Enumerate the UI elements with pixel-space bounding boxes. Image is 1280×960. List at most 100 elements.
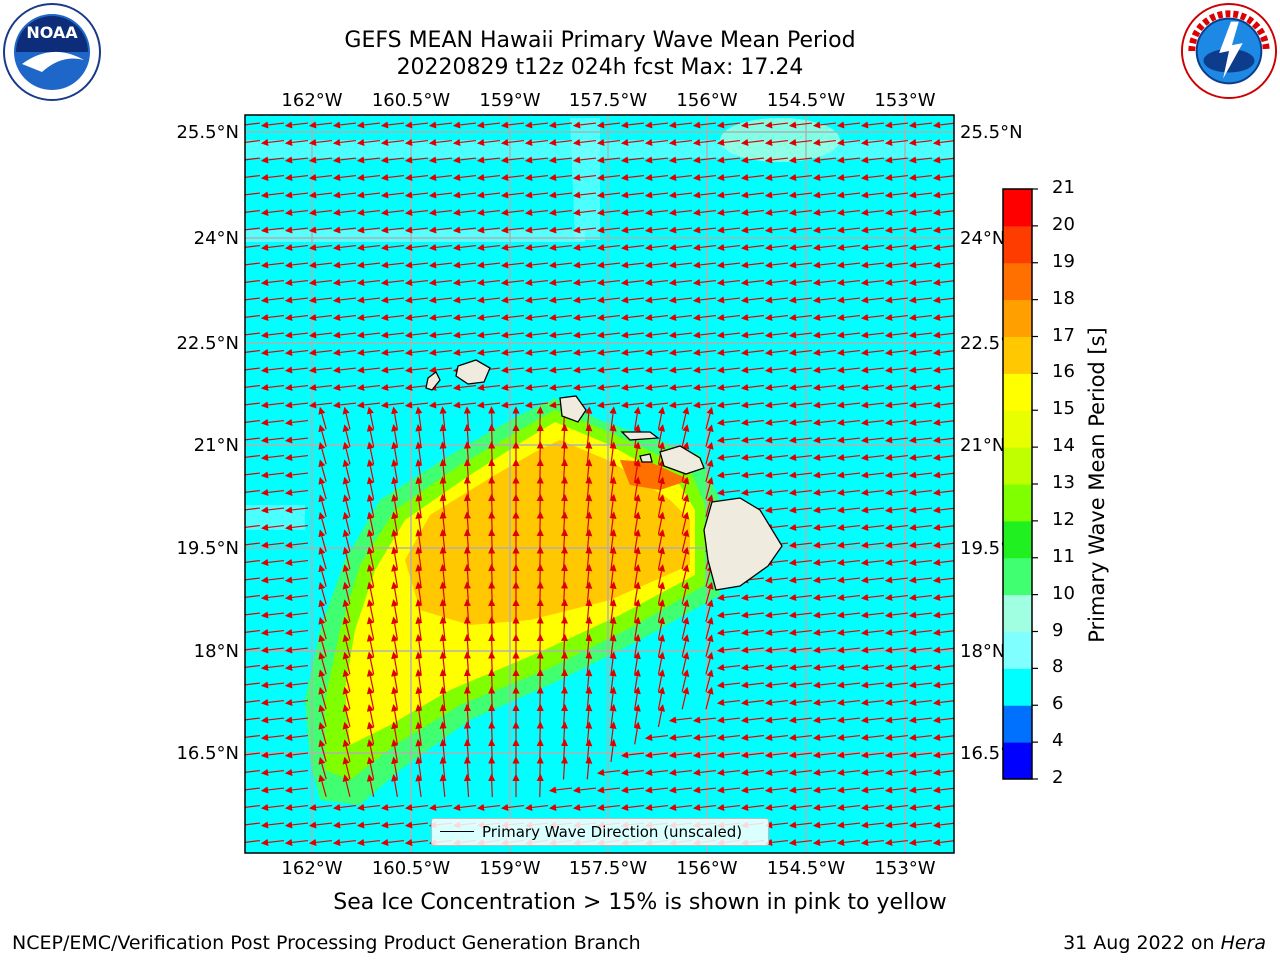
wave-direction-arrow xyxy=(488,423,496,448)
wave-direction-arrow xyxy=(404,278,429,287)
wave-direction-arrow xyxy=(596,401,621,409)
wave-direction-arrow xyxy=(716,331,741,339)
wave-direction-arrow xyxy=(884,401,909,409)
wave-direction-arrow xyxy=(740,138,765,147)
wave-direction-arrow xyxy=(788,156,813,164)
wave-direction-arrow xyxy=(308,331,333,339)
wave-direction-arrow xyxy=(245,279,261,283)
wave-direction-arrow xyxy=(260,121,285,129)
wave-direction-arrow xyxy=(332,366,357,374)
wave-direction-arrow xyxy=(620,348,645,357)
wave-direction-arrow xyxy=(260,786,285,794)
wave-direction-arrow xyxy=(836,243,861,252)
wave-direction-arrow xyxy=(692,716,717,724)
wave-direction-arrow xyxy=(488,511,496,535)
wave-direction-arrow xyxy=(740,418,765,427)
colorbar-level-label: 8 xyxy=(1052,656,1064,678)
wave-direction-arrow xyxy=(836,436,861,444)
wave-direction-arrow xyxy=(308,313,333,322)
wave-direction-arrow xyxy=(884,506,909,514)
wave-direction-arrow xyxy=(284,628,309,637)
wave-direction-arrow xyxy=(788,296,813,304)
wave-direction-arrow xyxy=(788,698,813,707)
wave-direction-arrow xyxy=(644,401,669,409)
wave-direction-arrow xyxy=(488,616,496,640)
wave-direction-arrow xyxy=(284,208,309,217)
wave-direction-arrow xyxy=(500,208,525,217)
wave-direction-arrow xyxy=(404,191,429,199)
wave-direction-arrow xyxy=(668,173,693,182)
wave-direction-arrow xyxy=(740,646,765,654)
wave-direction-arrow xyxy=(860,768,885,777)
wave-direction-arrow xyxy=(836,523,861,532)
wave-direction-arrow xyxy=(488,651,496,675)
wave-direction-arrow xyxy=(500,156,525,164)
wave-direction-arrow xyxy=(245,734,261,738)
wave-direction-arrow xyxy=(245,192,261,196)
wave-direction-arrow xyxy=(860,296,885,304)
wave-direction-arrow xyxy=(908,593,933,602)
wave-direction-arrow xyxy=(788,768,813,777)
wave-direction-arrow xyxy=(572,366,597,374)
wave-direction-arrow xyxy=(356,191,381,199)
footer-date-text: 31 Aug 2022 on xyxy=(1063,932,1221,954)
wave-direction-arrow xyxy=(245,629,261,633)
colorbar-level-label: 19 xyxy=(1052,250,1075,272)
wave-direction-arrow xyxy=(740,628,765,637)
wave-direction-arrow xyxy=(908,576,933,584)
wave-direction-arrow xyxy=(308,121,333,129)
wave-direction-arrow xyxy=(572,191,597,199)
graticule xyxy=(245,115,954,853)
wave-direction-arrow xyxy=(428,121,453,129)
wave-direction-arrow xyxy=(812,593,837,602)
wave-direction-arrow xyxy=(620,401,645,409)
wave-direction-arrow xyxy=(284,418,309,427)
wave-direction-arrow xyxy=(308,191,333,199)
colorbar-level-label: 11 xyxy=(1052,545,1075,567)
wave-direction-arrow xyxy=(332,401,357,409)
wave-direction-arrow xyxy=(908,611,933,619)
wave-direction-arrow xyxy=(644,383,669,392)
wave-direction-arrow xyxy=(908,488,933,497)
wave-direction-arrow xyxy=(860,751,885,759)
wave-direction-arrow xyxy=(836,401,861,409)
wave-direction-arrow xyxy=(716,681,741,689)
wave-direction-arrow xyxy=(404,803,429,812)
wave-direction-arrow xyxy=(572,261,597,269)
wave-direction-arrow xyxy=(452,191,477,199)
wave-direction-arrow xyxy=(452,173,477,182)
wave-direction-arrow xyxy=(572,208,597,217)
wave-direction-arrow xyxy=(836,786,861,794)
wave-direction-arrow xyxy=(318,651,327,675)
wave-direction-arrow xyxy=(245,507,261,511)
wave-direction-arrow xyxy=(245,297,261,301)
wave-direction-arrow xyxy=(318,686,327,710)
wave-direction-arrow xyxy=(716,296,741,304)
wave-direction-arrow xyxy=(596,243,621,252)
wave-direction-arrow xyxy=(260,173,285,182)
wave-direction-arrow xyxy=(644,768,669,777)
wave-direction-arrow xyxy=(318,756,327,780)
wave-direction-arrow xyxy=(908,716,933,724)
wave-direction-arrow xyxy=(284,453,309,462)
wave-direction-arrow xyxy=(668,156,693,164)
wave-direction-arrow xyxy=(524,401,549,409)
wave-direction-arrow xyxy=(908,768,933,777)
wave-direction-arrow xyxy=(836,383,861,392)
wave-direction-arrow xyxy=(245,437,261,441)
wave-direction-arrow xyxy=(740,698,765,707)
lon-tick-label: 154.5°W xyxy=(767,858,846,879)
wave-direction-arrow xyxy=(764,226,789,234)
wave-direction-arrow xyxy=(860,506,885,514)
wave-direction-arrow xyxy=(452,803,477,812)
wave-direction-arrow xyxy=(245,209,261,213)
wave-direction-arrow xyxy=(548,278,573,287)
wave-direction-arrow xyxy=(860,191,885,199)
wave-direction-arrow xyxy=(260,611,285,619)
wave-direction-arrow xyxy=(245,664,261,668)
wave-direction-arrow xyxy=(284,471,309,479)
wave-direction-arrow xyxy=(356,296,381,304)
wave-direction-arrow xyxy=(548,121,573,129)
wave-direction-arrow xyxy=(620,313,645,322)
wave-direction-arrow xyxy=(764,628,789,637)
